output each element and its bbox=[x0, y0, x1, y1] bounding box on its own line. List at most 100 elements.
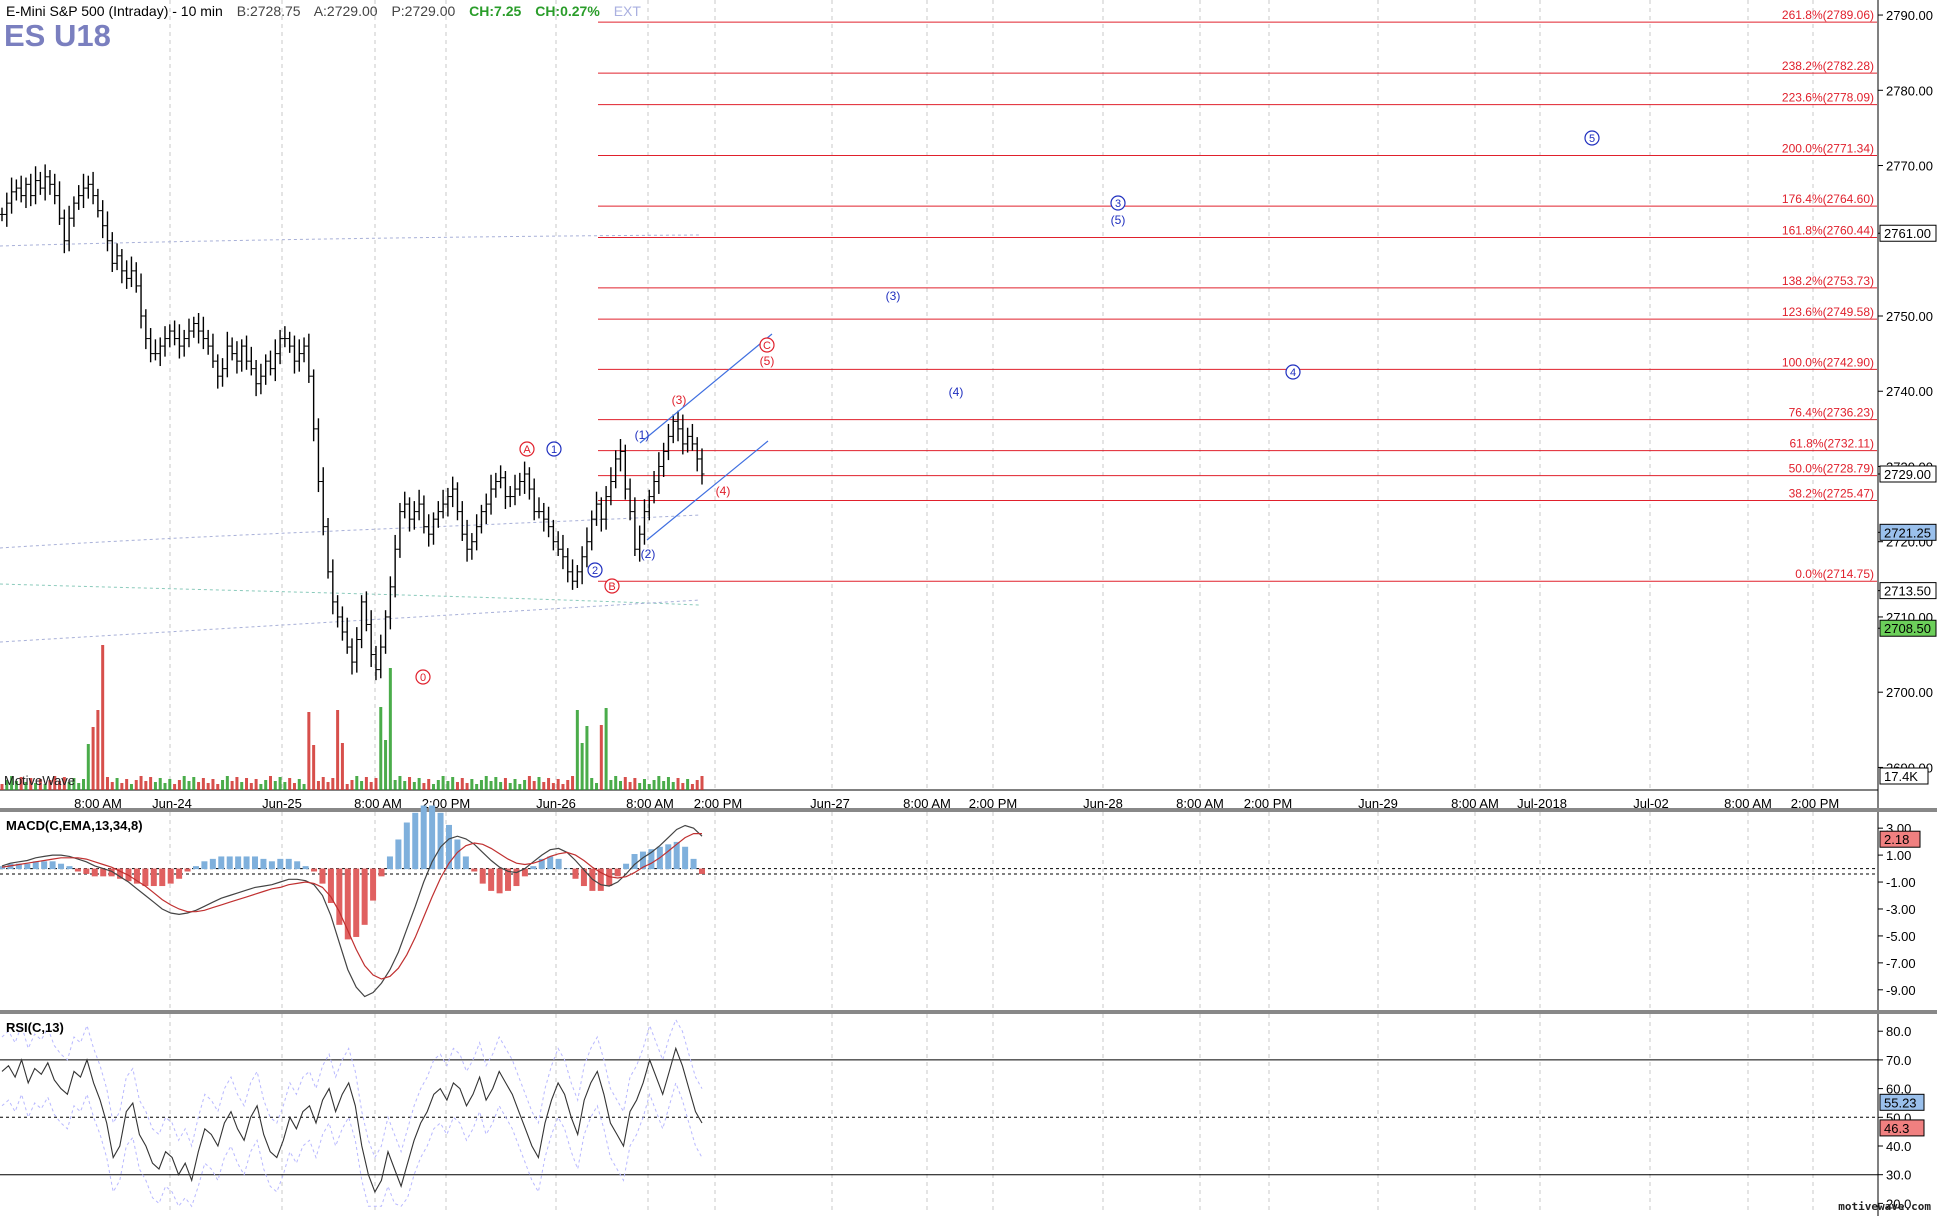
macd-histogram-bar bbox=[268, 861, 275, 870]
macd-histogram-bar bbox=[623, 863, 630, 870]
fib-label: 76.4%(2736.23) bbox=[1789, 406, 1874, 420]
volume-bar bbox=[0, 784, 4, 790]
x-tick-label: 8:00 AM bbox=[354, 796, 402, 811]
macd-histogram-bar bbox=[100, 868, 107, 877]
change-percent: CH:0.27% bbox=[535, 3, 600, 19]
macd-histogram-bar bbox=[564, 868, 571, 870]
volume-bar bbox=[38, 779, 42, 790]
volume-bar bbox=[604, 708, 608, 790]
volume-bar bbox=[479, 780, 483, 790]
volume-bar bbox=[695, 780, 699, 790]
volume-bar bbox=[149, 777, 153, 790]
x-tick-label: Jun-28 bbox=[1083, 796, 1123, 811]
wave-marker bbox=[587, 562, 603, 578]
volume-bar bbox=[633, 778, 637, 790]
rsi-tag-label: 55.23 bbox=[1884, 1095, 1917, 1110]
volume-bar bbox=[403, 781, 407, 790]
moving-average bbox=[0, 583, 701, 606]
y-tick-label: -3.00 bbox=[1886, 902, 1916, 917]
volume-bar bbox=[364, 777, 368, 790]
macd-histogram-bar bbox=[327, 868, 334, 904]
channel-line bbox=[639, 333, 773, 444]
bid-value: B:2728.75 bbox=[236, 3, 301, 19]
macd-histogram-bar bbox=[699, 868, 705, 874]
fib-label: 261.8%(2789.06) bbox=[1782, 8, 1874, 22]
y-tick-label: 2750.00 bbox=[1886, 309, 1933, 324]
volume-bar bbox=[101, 645, 105, 790]
y-tick-label: 80.0 bbox=[1886, 1024, 1911, 1039]
volume-bar bbox=[484, 776, 488, 790]
wave-marker bbox=[604, 578, 620, 594]
rsi-tag-label: 46.3 bbox=[1884, 1121, 1909, 1136]
x-tick-label: 2:00 PM bbox=[422, 796, 470, 811]
volume-bar bbox=[268, 776, 272, 790]
macd-histogram-bar bbox=[353, 868, 360, 937]
ext-toggle[interactable]: EXT bbox=[613, 3, 641, 19]
macd-histogram-bar bbox=[665, 844, 672, 870]
volume-bar bbox=[14, 781, 18, 790]
volume-bar bbox=[225, 776, 229, 790]
fib-label: 200.0%(2771.34) bbox=[1782, 141, 1874, 155]
volume-bar bbox=[192, 777, 196, 790]
macd-histogram-bar bbox=[429, 805, 436, 870]
volume-bar bbox=[278, 777, 282, 790]
wave-label: (5) bbox=[1111, 213, 1126, 227]
volume-bar bbox=[336, 710, 340, 790]
macd-title: MACD(C,EMA,13,34,8) bbox=[6, 818, 143, 833]
volume-bar bbox=[206, 783, 210, 790]
volume-bar bbox=[676, 778, 680, 790]
rsi-line bbox=[1, 1046, 703, 1194]
macd-histogram-bar bbox=[218, 856, 225, 870]
macd-histogram-bar bbox=[471, 868, 478, 872]
wave-label: (2) bbox=[641, 547, 656, 561]
wave-label: 0 bbox=[420, 672, 426, 684]
volume-bar bbox=[398, 776, 402, 790]
macd-histogram-bar bbox=[159, 868, 166, 887]
volume-bar bbox=[134, 780, 138, 790]
wave-label: 5 bbox=[1589, 133, 1595, 145]
volume-bar bbox=[302, 784, 306, 790]
volume-bar bbox=[657, 776, 661, 790]
volume-bar bbox=[43, 784, 47, 790]
volume-bar bbox=[297, 779, 301, 790]
wave-label: C bbox=[763, 340, 771, 352]
wave-marker bbox=[759, 337, 775, 353]
volume-bar bbox=[566, 780, 570, 790]
volume-bar bbox=[465, 783, 469, 790]
last-price: P:2729.00 bbox=[391, 3, 456, 19]
volume-bar bbox=[307, 712, 311, 790]
volume-bar bbox=[292, 783, 296, 790]
volume-bar bbox=[623, 777, 627, 790]
x-tick-label: 8:00 AM bbox=[1724, 796, 1772, 811]
macd-histogram-bar bbox=[15, 863, 22, 870]
y-tick-label: -1.00 bbox=[1886, 875, 1916, 890]
volume-bar bbox=[221, 780, 225, 790]
x-tick-label: 8:00 AM bbox=[74, 796, 122, 811]
volume-bar bbox=[340, 743, 344, 790]
y-tick-label: 60.0 bbox=[1886, 1082, 1911, 1097]
channel-line bbox=[646, 440, 769, 541]
fib-label: 38.2%(2725.47) bbox=[1789, 487, 1874, 501]
volume-bar bbox=[475, 784, 479, 790]
volume-bar bbox=[53, 776, 57, 790]
macd-histogram-bar bbox=[32, 861, 39, 870]
volume-bar bbox=[666, 777, 670, 790]
volume-bar bbox=[436, 780, 440, 790]
macd-histogram-bar bbox=[462, 856, 469, 870]
wave-label: (3) bbox=[672, 393, 687, 407]
price-tag bbox=[1879, 465, 1937, 483]
x-tick-label: Jul-02 bbox=[1633, 796, 1668, 811]
y-tick-label: 1.00 bbox=[1886, 848, 1911, 863]
volume-bar bbox=[182, 776, 186, 790]
rsi-band bbox=[1, 1081, 703, 1208]
macd-histogram-bar bbox=[513, 868, 520, 887]
wave-label: (1) bbox=[635, 428, 650, 442]
macd-histogram-bar bbox=[142, 868, 149, 887]
volume-bar bbox=[628, 782, 632, 790]
volume-bar bbox=[288, 778, 292, 790]
x-tick-label: Jun-29 bbox=[1358, 796, 1398, 811]
volume-bar bbox=[67, 782, 71, 790]
y-tick-label: 70.0 bbox=[1886, 1053, 1911, 1068]
volume-bar bbox=[422, 783, 426, 790]
